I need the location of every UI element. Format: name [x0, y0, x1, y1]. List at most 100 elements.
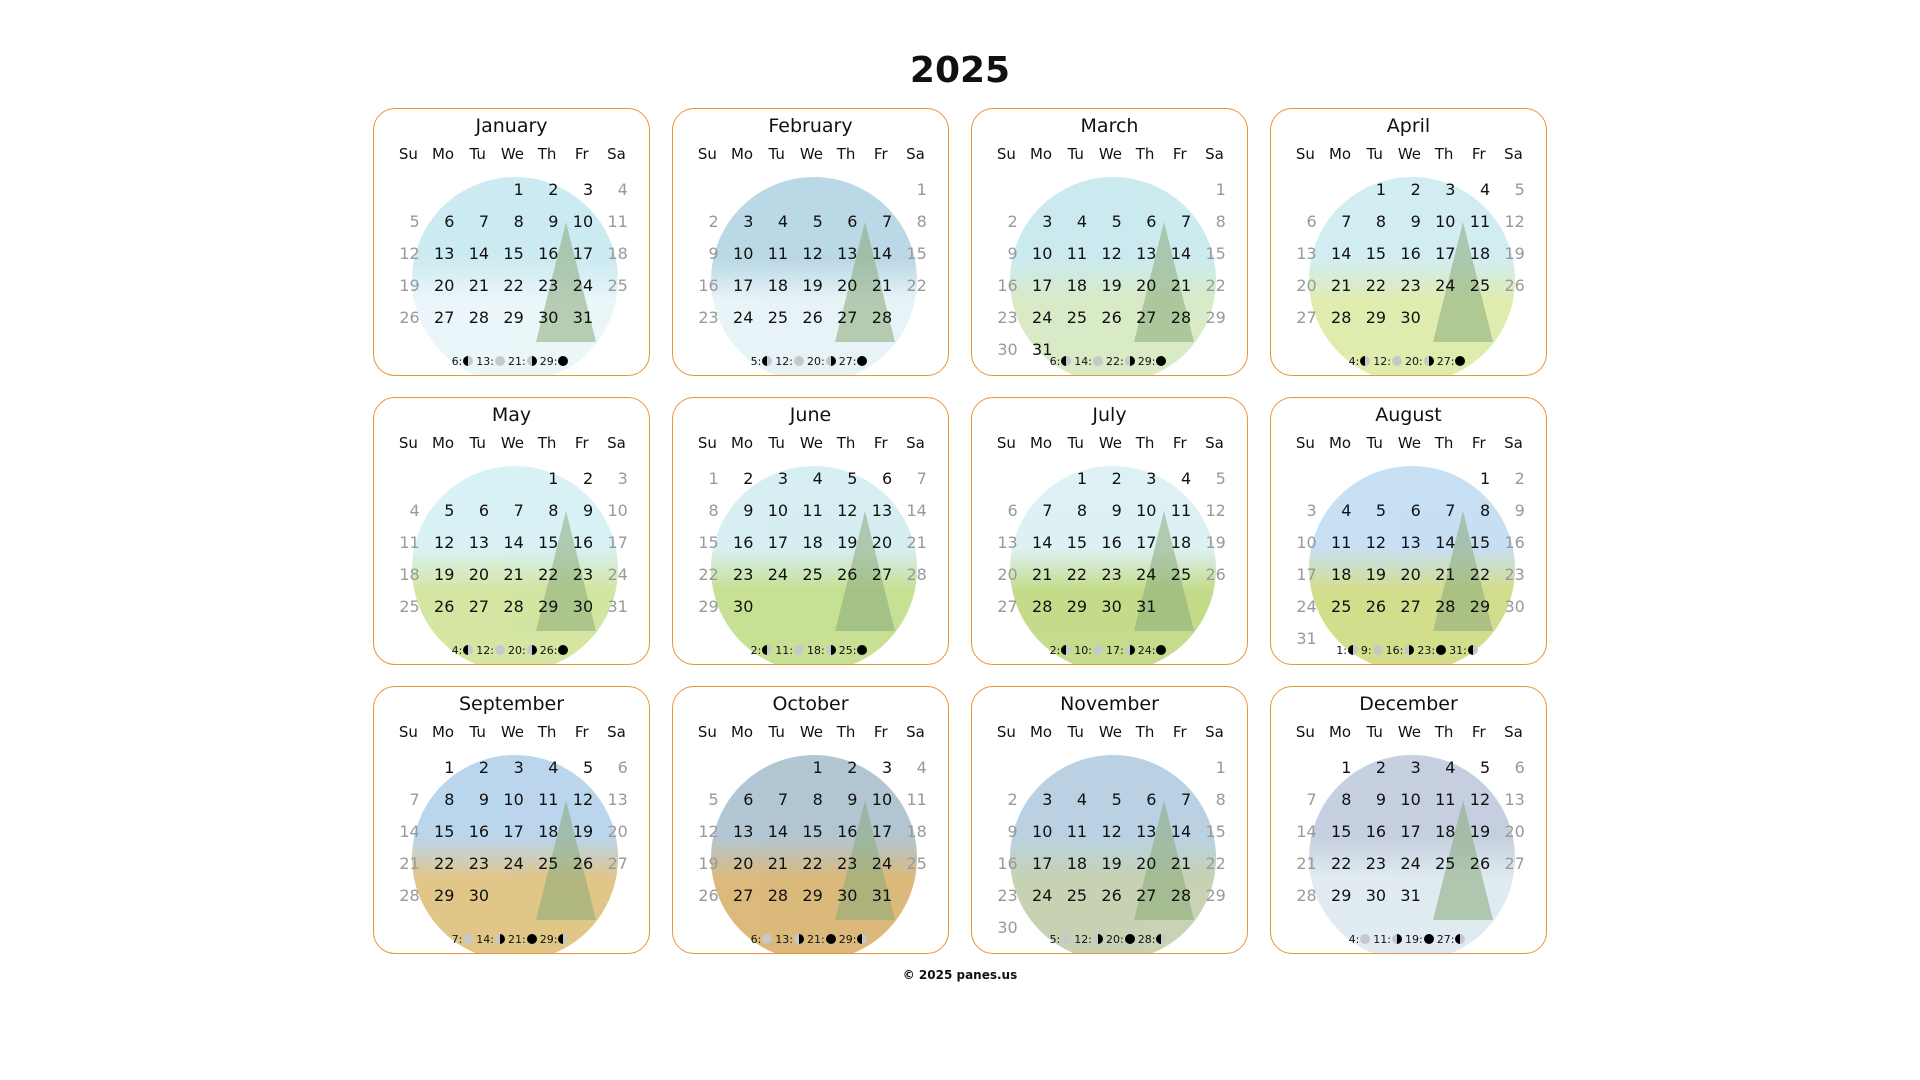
day-cell[interactable]: 8: [1479, 501, 1491, 520]
day-cell[interactable]: 8: [1375, 212, 1387, 231]
day-cell[interactable]: 19: [399, 276, 420, 295]
day-cell[interactable]: 11: [1066, 822, 1088, 841]
day-cell[interactable]: 12: [1469, 790, 1491, 809]
day-cell[interactable]: 21: [468, 276, 490, 295]
day-cell[interactable]: 5: [847, 469, 858, 488]
day-cell[interactable]: 26: [1101, 308, 1122, 327]
day-cell[interactable]: 1: [708, 469, 719, 488]
day-cell[interactable]: 3: [1042, 212, 1053, 231]
day-cell[interactable]: 15: [698, 533, 719, 552]
day-cell[interactable]: 4: [1341, 501, 1352, 520]
day-cell[interactable]: 19: [698, 854, 719, 873]
day-cell[interactable]: 3: [743, 212, 754, 231]
day-cell[interactable]: 15: [434, 822, 455, 841]
day-cell[interactable]: 24: [503, 854, 524, 873]
day-cell[interactable]: 27: [997, 597, 1018, 616]
day-cell[interactable]: 26: [1504, 276, 1525, 295]
day-cell[interactable]: 14: [1296, 822, 1317, 841]
day-cell[interactable]: 17: [1400, 822, 1421, 841]
day-cell[interactable]: 11: [1331, 533, 1352, 552]
day-cell[interactable]: 30: [997, 918, 1018, 937]
day-cell[interactable]: 18: [1170, 533, 1192, 552]
day-cell[interactable]: 14: [1032, 533, 1053, 552]
day-cell[interactable]: 14: [906, 501, 927, 520]
day-cell[interactable]: 15: [802, 822, 823, 841]
day-cell[interactable]: 5: [409, 212, 420, 231]
day-cell[interactable]: 8: [548, 501, 559, 520]
day-cell[interactable]: 4: [916, 758, 927, 777]
day-cell[interactable]: 7: [881, 212, 893, 231]
day-cell[interactable]: 17: [1136, 533, 1157, 552]
day-cell[interactable]: 30: [997, 340, 1018, 359]
day-cell[interactable]: 10: [767, 501, 789, 520]
day-cell[interactable]: 16: [538, 244, 559, 263]
day-cell[interactable]: 22: [1205, 276, 1226, 295]
day-cell[interactable]: 22: [1205, 854, 1226, 873]
day-cell[interactable]: 11: [1469, 212, 1491, 231]
day-cell[interactable]: 22: [1365, 276, 1387, 295]
day-cell[interactable]: 9: [1375, 790, 1387, 809]
day-cell[interactable]: 22: [698, 565, 719, 584]
day-cell[interactable]: 14: [1435, 533, 1456, 552]
day-cell[interactable]: 18: [767, 276, 789, 295]
day-cell[interactable]: 20: [1136, 854, 1157, 873]
day-cell[interactable]: 18: [1066, 276, 1088, 295]
day-cell[interactable]: 20: [997, 565, 1018, 584]
day-cell[interactable]: 21: [767, 854, 789, 873]
day-cell[interactable]: 13: [607, 790, 628, 809]
day-cell[interactable]: 9: [478, 790, 490, 809]
day-cell[interactable]: 7: [916, 469, 927, 488]
day-cell[interactable]: 2: [743, 469, 754, 488]
day-cell[interactable]: 6: [881, 469, 893, 488]
day-cell[interactable]: 29: [1205, 886, 1226, 905]
day-cell[interactable]: 7: [1180, 212, 1192, 231]
day-cell[interactable]: 17: [767, 533, 789, 552]
day-cell[interactable]: 23: [572, 565, 594, 584]
day-cell[interactable]: 12: [698, 822, 719, 841]
day-cell[interactable]: 17: [1296, 565, 1317, 584]
day-cell[interactable]: 2: [1007, 790, 1018, 809]
day-cell[interactable]: 7: [1341, 212, 1352, 231]
day-cell[interactable]: 30: [572, 597, 594, 616]
day-cell[interactable]: 9: [582, 501, 594, 520]
day-cell[interactable]: 13: [837, 244, 858, 263]
day-cell[interactable]: 13: [1136, 244, 1157, 263]
day-cell[interactable]: 11: [1435, 790, 1456, 809]
day-cell[interactable]: 7: [478, 212, 490, 231]
day-cell[interactable]: 24: [733, 308, 754, 327]
day-cell[interactable]: 29: [1205, 308, 1226, 327]
day-cell[interactable]: 14: [1170, 822, 1192, 841]
day-cell[interactable]: 3: [513, 758, 524, 777]
day-cell[interactable]: 28: [767, 886, 789, 905]
day-cell[interactable]: 24: [1435, 276, 1456, 295]
day-cell[interactable]: 18: [607, 244, 628, 263]
day-cell[interactable]: 17: [733, 276, 754, 295]
day-cell[interactable]: 29: [1365, 308, 1387, 327]
day-cell[interactable]: 9: [708, 244, 719, 263]
day-cell[interactable]: 2: [847, 758, 858, 777]
day-cell[interactable]: 16: [698, 276, 719, 295]
day-cell[interactable]: 10: [1032, 244, 1053, 263]
day-cell[interactable]: 13: [468, 533, 490, 552]
day-cell[interactable]: 26: [1205, 565, 1226, 584]
day-cell[interactable]: 21: [399, 854, 420, 873]
day-cell[interactable]: 9: [1007, 244, 1018, 263]
day-cell[interactable]: 16: [1365, 822, 1387, 841]
day-cell[interactable]: 28: [503, 597, 524, 616]
day-cell[interactable]: 18: [399, 565, 420, 584]
day-cell[interactable]: 4: [777, 212, 789, 231]
day-cell[interactable]: 10: [1032, 822, 1053, 841]
day-cell[interactable]: 28: [1435, 597, 1456, 616]
day-cell[interactable]: 22: [906, 276, 927, 295]
day-cell[interactable]: 28: [871, 308, 893, 327]
day-cell[interactable]: 10: [871, 790, 893, 809]
day-cell[interactable]: 31: [871, 886, 893, 905]
day-cell[interactable]: 2: [548, 180, 559, 199]
day-cell[interactable]: 16: [837, 822, 858, 841]
day-cell[interactable]: 11: [1066, 244, 1088, 263]
day-cell[interactable]: 20: [837, 276, 858, 295]
day-cell[interactable]: 5: [444, 501, 455, 520]
day-cell[interactable]: 16: [997, 854, 1018, 873]
day-cell[interactable]: 24: [572, 276, 594, 295]
day-cell[interactable]: 1: [1215, 180, 1226, 199]
